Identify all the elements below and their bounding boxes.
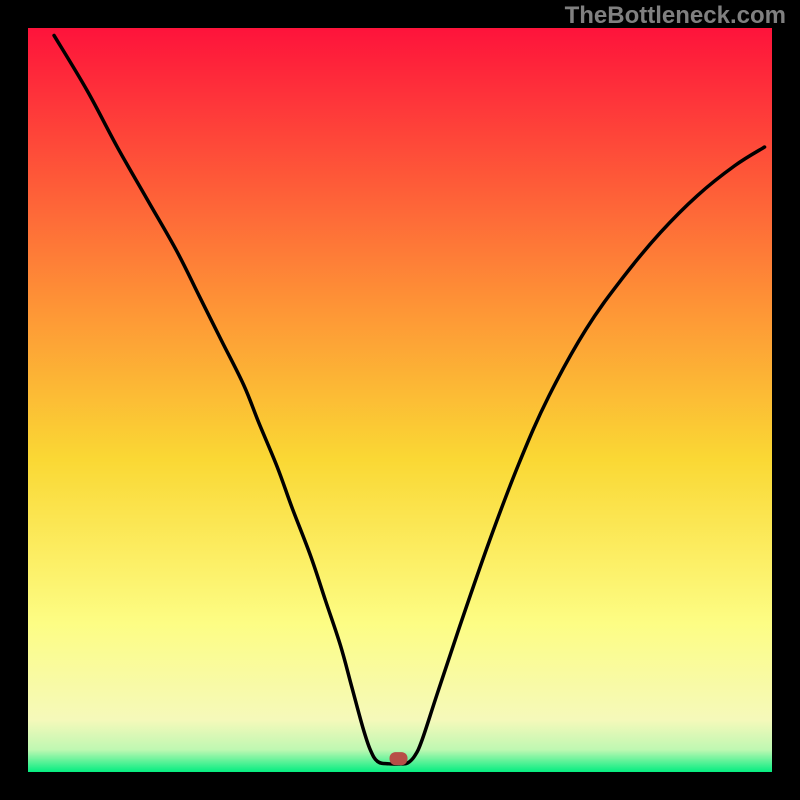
bottleneck-chart (0, 0, 800, 800)
chart-container: TheBottleneck.com (0, 0, 800, 800)
watermark-text: TheBottleneck.com (565, 2, 786, 30)
minimum-marker (390, 752, 408, 765)
plot-background (28, 28, 772, 772)
